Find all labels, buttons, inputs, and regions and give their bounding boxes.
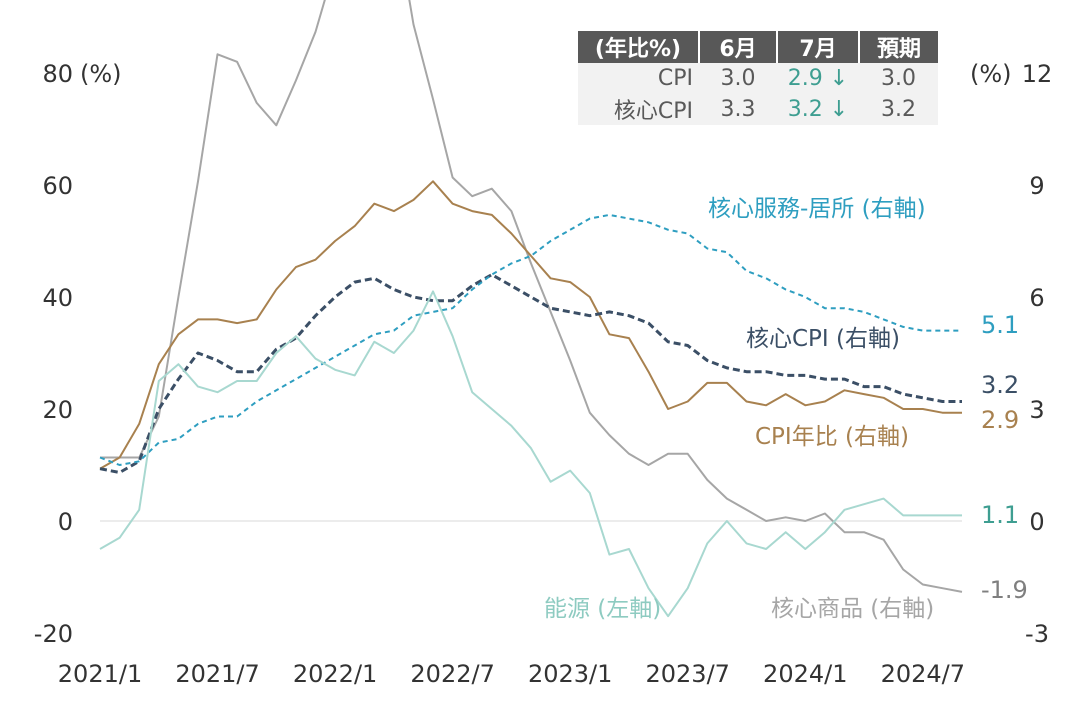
x-tick-label: 2022/1 xyxy=(293,660,377,688)
series-label-core-goods: 核心商品 (右軸) xyxy=(771,596,934,622)
cell-june: 3.3 xyxy=(699,93,777,125)
cell-expected: 3.0 xyxy=(859,63,938,93)
right-tick-label: 3 xyxy=(1029,396,1044,424)
header-unit: (年比%) xyxy=(578,31,700,63)
x-tick-label: 2023/1 xyxy=(528,660,612,688)
left-tick-label: 20 xyxy=(42,396,73,424)
header-expected: 預期 xyxy=(859,31,938,63)
right-tick-label: -3 xyxy=(1025,620,1049,648)
x-tick-label: 2021/7 xyxy=(175,660,259,688)
header-june: 6月 xyxy=(699,31,778,63)
series-line-CPI年比 xyxy=(99,180,962,470)
series-line-核心商品 xyxy=(100,0,963,593)
cell-july: 2.9 ↓ xyxy=(777,63,859,93)
table-row: CPI 3.0 2.9 ↓ 3.0 xyxy=(578,63,938,93)
left-tick-label: 40 xyxy=(42,284,73,312)
end-label-core-cpi: 3.2 xyxy=(981,371,1019,399)
series-line-核心服務-居所 xyxy=(99,213,962,466)
right-axis-unit: (%) xyxy=(970,60,1012,88)
end-label-cpi: 2.9 xyxy=(981,406,1019,434)
end-label-core-goods: -1.9 xyxy=(981,576,1028,604)
table-header-row: (年比%) 6月 7月 預期 xyxy=(578,31,938,63)
table-row: 核心CPI 3.3 3.2 ↓ 3.2 xyxy=(578,93,938,125)
series-label-cpi: CPI年比 (右軸) xyxy=(755,424,909,450)
left-tick-label: 60 xyxy=(42,172,73,200)
right-tick-label: 12 xyxy=(1022,60,1053,88)
right-axis: 12 9 6 3 0 -3 xyxy=(1022,60,1053,648)
cell-expected: 3.2 xyxy=(859,93,938,125)
x-tick-label: 2024/7 xyxy=(881,660,965,688)
series-line-能源 xyxy=(99,290,962,618)
summary-table: (年比%) 6月 7月 預期 CPI 3.0 2.9 ↓ 3.0 核心CPI 3… xyxy=(578,31,938,125)
row-label: CPI xyxy=(578,63,699,93)
cell-july: 3.2 ↓ xyxy=(777,93,859,125)
cell-june: 3.0 xyxy=(699,63,777,93)
left-tick-label: 80 xyxy=(42,60,73,88)
right-tick-label: 9 xyxy=(1029,172,1044,200)
right-tick-label: 0 xyxy=(1029,508,1044,536)
x-axis: 2021/1 2021/7 2022/1 2022/7 2023/1 2023/7 2024… xyxy=(58,660,965,688)
x-tick-label: 2021/1 xyxy=(58,660,142,688)
header-july: 7月 xyxy=(777,31,860,63)
series-label-energy: 能源 (左軸) xyxy=(544,596,661,622)
end-label-energy: 1.1 xyxy=(981,501,1019,529)
x-tick-label: 2022/7 xyxy=(410,660,494,688)
x-tick-label: 2023/7 xyxy=(646,660,730,688)
series-label-core-services: 核心服務-居所 (右軸) xyxy=(708,196,926,222)
left-tick-label: 0 xyxy=(58,508,73,536)
right-tick-label: 6 xyxy=(1029,284,1044,312)
row-label: 核心CPI xyxy=(578,93,699,125)
left-axis-unit: (%) xyxy=(80,60,122,88)
end-label-core-services: 5.1 xyxy=(981,311,1019,339)
left-axis: 80 60 40 20 0 -20 xyxy=(34,60,73,648)
series-label-core-cpi: 核心CPI (右軸) xyxy=(746,326,900,352)
x-tick-label: 2024/1 xyxy=(763,660,847,688)
left-tick-label: -20 xyxy=(34,620,73,648)
series-layer xyxy=(99,0,963,618)
